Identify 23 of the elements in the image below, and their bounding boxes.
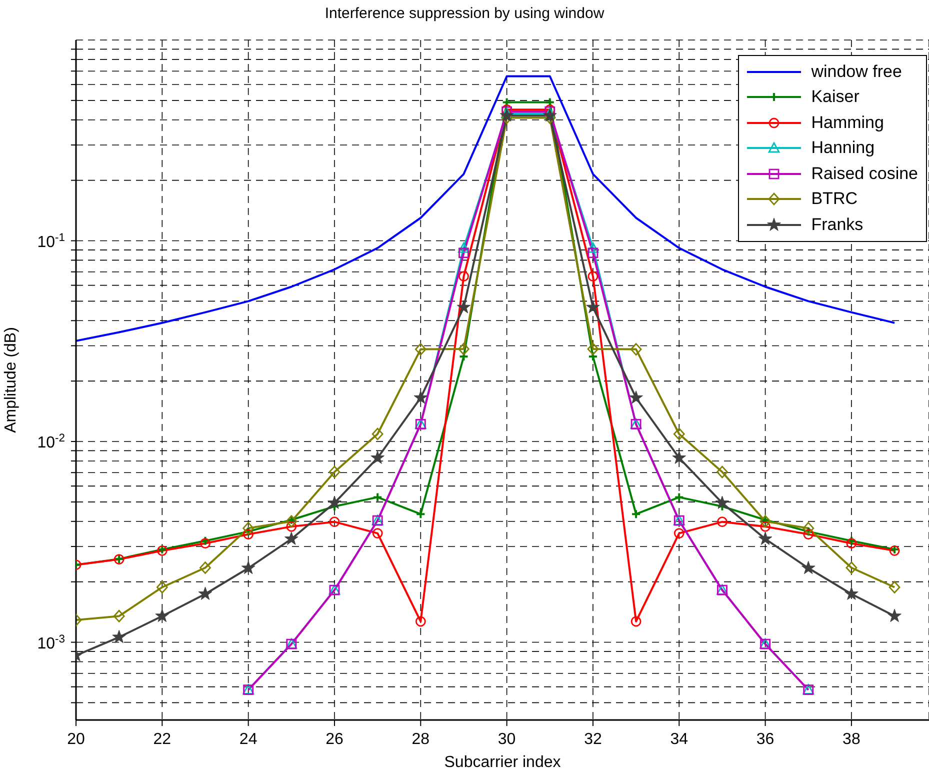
x-tick-label: 24	[239, 731, 258, 748]
x-tick-label: 28	[412, 731, 430, 748]
x-tick-label: 26	[326, 731, 344, 748]
x-axis-title: Subcarrier index	[444, 754, 561, 769]
x-tick-label: 30	[498, 731, 516, 748]
chart-title: Interference suppression by using window	[324, 5, 606, 22]
y-tick-label: 10$^{-1}$	[37, 232, 65, 251]
x-tick-label: 38	[842, 731, 860, 748]
legend-label: window free	[811, 62, 902, 82]
legend-label: Franks	[811, 214, 864, 235]
x-tick-label: 20	[67, 731, 85, 748]
legend-label: Hamming	[811, 112, 884, 133]
y-tick-label: 10$^{-2}$	[37, 432, 65, 452]
legend-label: Hanning	[811, 138, 875, 158]
x-tick-label: 32	[584, 731, 602, 748]
x-tick-label: 34	[670, 731, 688, 748]
legend-label: Raised cosine	[811, 164, 918, 184]
x-tick-label: 36	[756, 731, 774, 748]
y-tick-label: 10$^{-3}$	[37, 633, 65, 652]
legend-label: Kaiser	[811, 87, 860, 108]
legend-label: BTRC	[811, 189, 858, 210]
y-axis-title: Amplitude (dB)	[2, 327, 20, 433]
x-tick-label: 22	[153, 731, 172, 748]
